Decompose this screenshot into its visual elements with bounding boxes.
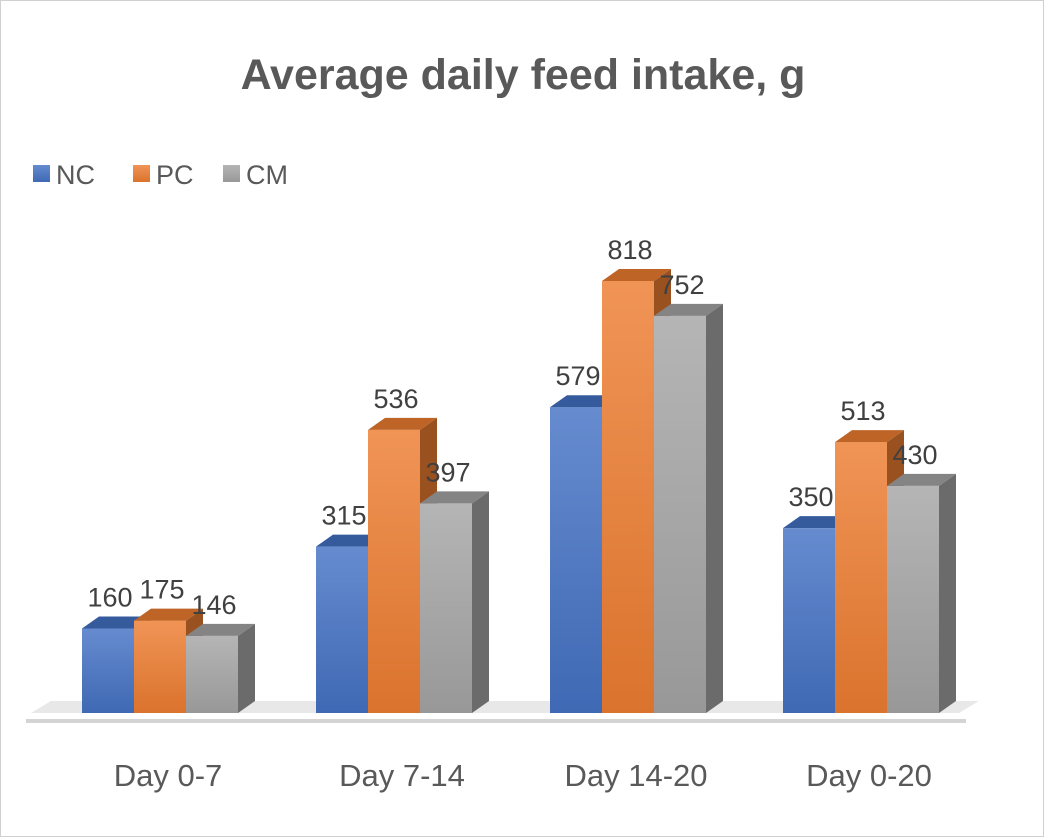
bar-cm-2 [654, 303, 723, 713]
bar-cm-1 [420, 491, 489, 713]
data-label-cm-1: 397 [425, 457, 470, 487]
data-label-cm-0: 146 [191, 590, 236, 620]
data-label-nc-3: 350 [788, 482, 833, 512]
chart-floor [26, 701, 979, 723]
x-axis-labels: Day 0-7 Day 7-14 Day 14-20 Day 0-20 [114, 758, 932, 793]
legend-item-cm: CM [223, 160, 288, 190]
data-label-pc-2: 818 [607, 235, 652, 265]
legend-label-pc: PC [156, 160, 194, 190]
data-label-nc-2: 579 [555, 361, 600, 391]
data-label-nc-1: 315 [321, 501, 366, 531]
legend-swatch-nc [33, 165, 50, 182]
data-label-pc-1: 536 [373, 384, 418, 414]
bars-group [82, 269, 956, 713]
x-tick-label-3: Day 0-20 [806, 758, 932, 793]
chart-title: Average daily feed intake, g [241, 51, 806, 99]
data-label-pc-0: 175 [139, 575, 184, 605]
data-label-cm-2: 752 [659, 270, 704, 300]
x-tick-label-0: Day 0-7 [114, 758, 223, 793]
data-label-pc-3: 513 [840, 396, 885, 426]
data-label-cm-3: 430 [892, 440, 937, 470]
bar-cm-3 [887, 473, 956, 713]
legend-item-pc: PC [133, 160, 194, 190]
legend-label-cm: CM [246, 160, 288, 190]
legend: NC PC CM [33, 160, 288, 190]
data-label-nc-0: 160 [87, 583, 132, 613]
legend-swatch-pc [133, 165, 150, 182]
x-tick-label-2: Day 14-20 [564, 758, 707, 793]
legend-item-nc: NC [33, 160, 95, 190]
legend-swatch-cm [223, 165, 240, 182]
bar-cm-0 [186, 623, 255, 713]
x-tick-label-1: Day 7-14 [339, 758, 465, 793]
legend-label-nc: NC [56, 160, 95, 190]
